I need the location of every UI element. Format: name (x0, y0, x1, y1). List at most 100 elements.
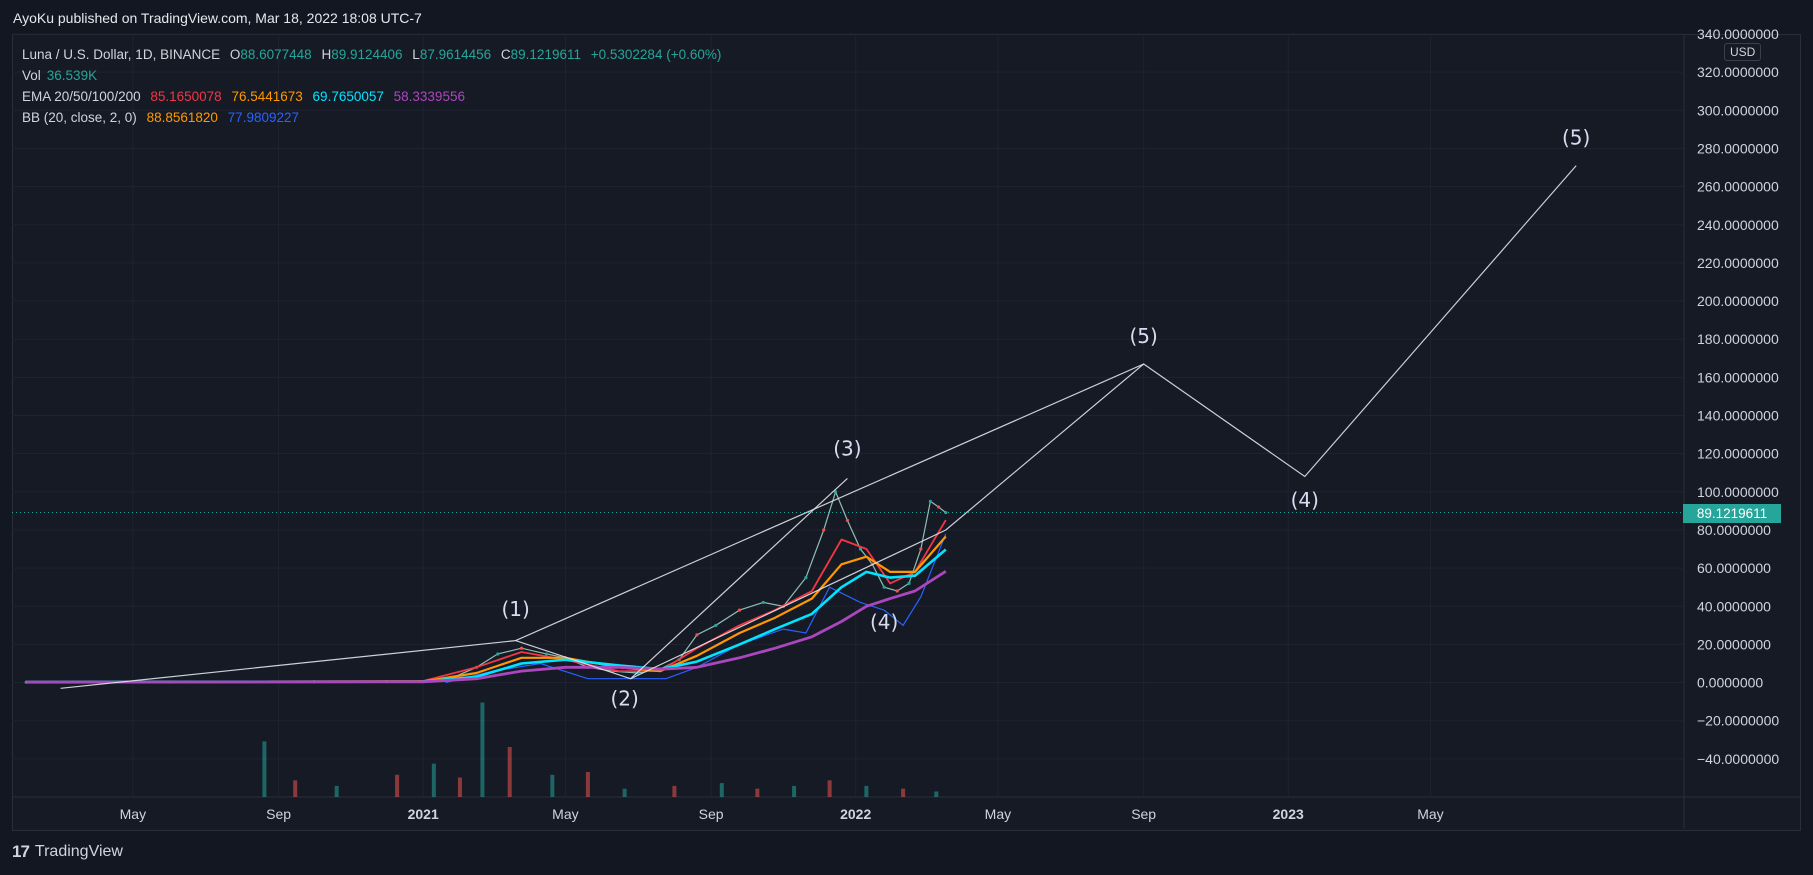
ema-line-2 (26, 535, 947, 684)
price-point (544, 652, 549, 656)
price-point (944, 510, 948, 515)
time-tick-label: May (1417, 806, 1443, 822)
price-line (26, 490, 947, 683)
price-point (895, 589, 899, 593)
price-point (737, 608, 742, 612)
ema200-value: 58.3339556 (393, 89, 465, 104)
price-tick-label: −20.0000000 (1697, 713, 1779, 729)
price-tick-label: 340.0000000 (1697, 26, 1779, 42)
current-price-tag: 89.1219611 (1683, 504, 1781, 523)
wave-label: (2) (610, 686, 638, 710)
high-value: 89.9124406 (331, 47, 403, 62)
volume-bar (334, 785, 339, 797)
bb-lower-value: 77.9809227 (227, 110, 299, 125)
volume-bar (827, 780, 832, 797)
time-tick-label: 2023 (1273, 806, 1304, 822)
volume-bar (755, 788, 760, 797)
time-tick-label: May (120, 806, 146, 822)
volume-bar (262, 741, 267, 797)
price-point (858, 547, 863, 551)
price-point (907, 581, 911, 585)
price-point (519, 646, 524, 650)
wave-label: (5) (1562, 126, 1590, 150)
time-tick-label: May (552, 806, 578, 822)
price-tick-label: 180.0000000 (1697, 331, 1779, 347)
price-tick-label: 320.0000000 (1697, 64, 1779, 80)
wave-label: (4) (1291, 488, 1319, 512)
volume-bar (431, 763, 436, 797)
chart-legend: Luna / U.S. Dollar, 1D, BINANCE O88.6077… (22, 44, 727, 128)
time-tick-label: 2021 (408, 806, 439, 822)
published-by: AyoKu published on TradingView.com, Mar … (13, 10, 422, 26)
price-point (845, 518, 850, 523)
legend-ema-row: EMA 20/50/100/200 85.1650078 76.5441673 … (22, 89, 465, 104)
price-tick-label: 40.0000000 (1697, 598, 1771, 614)
price-tick-label: 0.0000000 (1697, 675, 1763, 691)
price-point (928, 499, 932, 503)
ema100-value: 69.7650057 (312, 89, 384, 104)
symbol-name[interactable]: Luna / U.S. Dollar, 1D, BINANCE (22, 47, 221, 62)
volume-bar (293, 780, 298, 797)
low-value: 87.9614456 (419, 47, 492, 62)
open-value: 88.6077448 (240, 47, 312, 62)
wave-label: (1) (501, 597, 529, 621)
volume-bar (864, 785, 869, 797)
volume-bar (585, 772, 590, 797)
price-tick-label: 220.0000000 (1697, 255, 1779, 271)
wave-line-3 (515, 363, 1144, 642)
ema-lines (26, 519, 947, 684)
legend-vol-row: Vol 36.539K (22, 68, 98, 83)
volume-bar (901, 788, 906, 797)
price-point (761, 600, 765, 605)
grid (12, 33, 1800, 829)
price-point (919, 547, 923, 551)
wave-label: (5) (1129, 324, 1157, 348)
volume-bar (457, 777, 462, 797)
time-tick-label: 2022 (840, 806, 871, 822)
tradingview-logo-icon: 17 (12, 842, 30, 861)
price-series (24, 490, 948, 684)
price-point (833, 490, 838, 494)
price-tick-label: 240.0000000 (1697, 217, 1779, 233)
price-point (822, 528, 826, 532)
ema20-value: 85.1650078 (150, 89, 222, 104)
volume-bar (792, 785, 797, 797)
wave-label: (3) (833, 437, 861, 461)
legend-ohlc-row: Luna / U.S. Dollar, 1D, BINANCE O88.6077… (22, 47, 722, 62)
ema-line-4 (26, 570, 947, 684)
price-point (804, 576, 808, 580)
price-tick-label: −40.0000000 (1697, 751, 1779, 767)
tradingview-brand: TradingView (34, 843, 123, 860)
chart-area[interactable] (12, 34, 1801, 831)
price-tick-label: 100.0000000 (1697, 484, 1779, 500)
wave-line-1 (60, 477, 848, 689)
price-tick-label: 80.0000000 (1697, 522, 1771, 538)
wave-labels: (1) (2) (3) (4) (5) (4) (5) (501, 126, 1590, 711)
wave-label: (4) (870, 610, 898, 634)
price-tick-label: 20.0000000 (1697, 636, 1771, 652)
volume-bar (507, 747, 512, 797)
legend-bb-row: BB (20, close, 2, 0) 88.8561820 77.98092… (22, 110, 299, 125)
tradingview-footer[interactable]: 17 TradingView (12, 842, 123, 862)
currency-selector[interactable]: USD (1724, 43, 1762, 61)
price-tick-label: 140.0000000 (1697, 408, 1779, 424)
volume-bars (262, 702, 939, 797)
volume-bar (672, 785, 677, 797)
time-tick-label: May (985, 806, 1011, 822)
ema50-value: 76.5441673 (231, 89, 303, 104)
price-axis: 340.0000000 320.0000000 300.0000000 280.000… (1697, 26, 1779, 767)
price-tick-label: 160.0000000 (1697, 369, 1779, 385)
volume-bar (934, 791, 939, 797)
time-tick-label: Sep (1131, 806, 1156, 822)
volume-value: 36.539K (46, 68, 98, 83)
bb-upper-value: 88.8561820 (146, 110, 218, 125)
price-tick-label: 60.0000000 (1697, 560, 1771, 576)
price-point (882, 585, 886, 589)
price-tick-label: 120.0000000 (1697, 446, 1779, 462)
time-tick-label: Sep (699, 806, 724, 822)
wave-lines (60, 165, 1577, 689)
price-tick-label: 300.0000000 (1697, 102, 1779, 118)
volume-bar (550, 774, 555, 797)
price-point (937, 505, 941, 509)
